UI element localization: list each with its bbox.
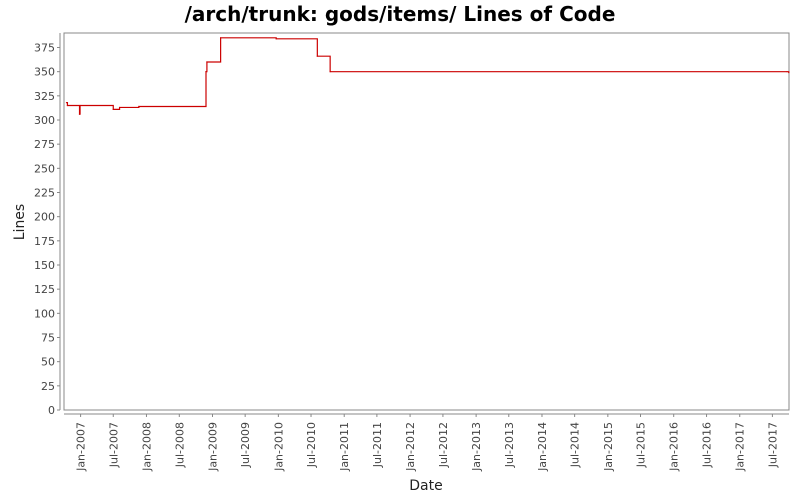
x-tick-label: Jan-2014 [536,422,549,472]
y-tick-label: 325 [34,90,55,103]
y-tick-label: 125 [34,283,55,296]
y-tick-label: 350 [34,66,55,79]
data-point [79,104,81,107]
x-tick-label: Jul-2015 [634,422,647,468]
data-point [78,113,81,115]
x-tick-label: Jul-2016 [701,422,714,468]
data-point [788,72,790,74]
data-point [205,71,207,73]
y-tick-label: 0 [48,404,55,417]
x-tick-label: Jul-2011 [371,422,384,468]
y-tick-label: 375 [34,42,55,55]
x-tick-label: Jul-2009 [239,422,252,468]
data-point [112,108,114,110]
x-tick-label: Jan-2017 [734,422,747,472]
y-axis: 0 25 50 75 100 125 150 175 200 225 250 275 300 325 350… [34,33,61,417]
x-tick-label: Jul-2017 [766,422,779,468]
data-point [118,106,121,109]
data-point [316,55,318,57]
y-tick-label: 100 [34,307,55,320]
data-point [786,71,788,73]
x-tick-label: Jul-2013 [503,422,516,468]
x-tick-label: Jan-2010 [272,422,285,472]
y-axis-title: Lines [12,204,28,240]
x-tick-label: Jul-2007 [107,422,120,468]
y-tick-label: 175 [34,235,55,248]
x-tick-label: Jul-2014 [569,422,582,468]
x-axis: Jan-2007 Jul-2007 Jan-2008 Jul-2008 Jan-2009… [64,413,789,472]
series-layer [65,37,790,115]
y-tick-label: 275 [34,138,55,151]
data-point [65,102,68,104]
data-point [329,71,331,73]
data-point [138,105,140,108]
data-point [66,104,69,107]
x-tick-label: Jan-2013 [470,422,483,472]
y-tick-label: 150 [34,259,55,272]
plot-area [63,32,790,411]
y-tick-label: 25 [41,380,55,393]
y-tick-label: 250 [34,162,55,175]
x-tick-label: Jan-2012 [404,422,417,472]
chart-title: /arch/trunk: gods/items/ Lines of Code [184,2,616,26]
y-tick-label: 225 [34,187,55,200]
y-tick-label: 50 [41,356,55,369]
x-tick-label: Jan-2009 [207,422,220,472]
x-tick-label: Jan-2008 [140,422,153,472]
data-point [220,37,222,39]
y-tick-label: 200 [34,211,55,224]
x-tick-label: Jan-2011 [338,422,351,472]
x-axis-title: Date [409,478,442,494]
data-point [275,38,277,40]
x-tick-label: Jul-2012 [437,422,450,468]
y-tick-label: 300 [34,114,55,127]
x-tick-label: Jan-2015 [602,422,615,472]
y-tick-label: 75 [41,332,55,345]
x-tick-label: Jan-2007 [75,422,88,472]
x-tick-label: Jan-2016 [668,422,681,472]
x-tick-label: Jul-2008 [173,422,186,468]
data-point [206,61,208,63]
x-tick-label: Jul-2010 [305,422,318,468]
